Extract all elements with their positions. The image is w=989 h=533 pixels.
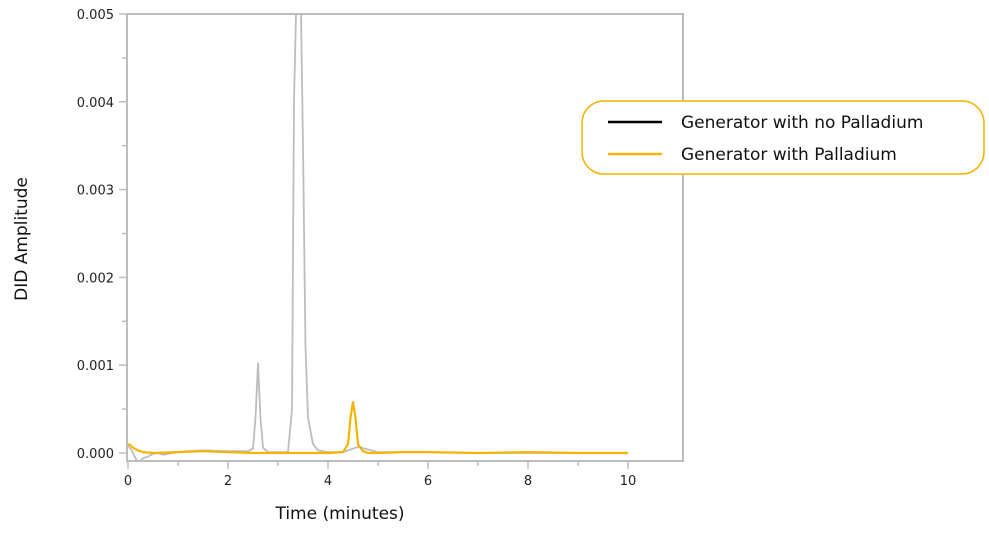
x-tick-label: 0 [124,474,132,489]
plot-frame [126,13,684,462]
x-axis-title: Time (minutes) [274,504,404,524]
y-tick-label: 0.005 [77,8,114,23]
y-tick-label: 0.004 [77,96,114,111]
x-axis-ticks: 0 2 4 6 8 10 [124,461,636,489]
x-tick-label: 2 [224,474,232,489]
x-tick-label: 6 [424,474,432,489]
y-axis-title: DID Amplitude [12,177,32,301]
series-line-palladium [127,401,628,455]
legend-label-no-palladium: Generator with no Palladium [681,113,923,133]
legend: Generator with no Palladium Generator wi… [581,100,985,175]
legend-box [581,100,985,175]
y-tick-label: 0.002 [77,271,114,286]
x-tick-label: 4 [324,474,332,489]
x-tick-label: 10 [620,474,637,489]
y-tick-label: 0.001 [77,359,114,374]
y-tick-label: 0.003 [77,184,114,199]
x-tick-label: 8 [524,474,532,489]
y-tick-label: 0.000 [77,447,114,462]
y-axis-ticks: 0.000 0.001 0.002 0.003 0.004 0.005 [77,8,127,462]
series-layer [127,14,628,461]
series-line-no-palladium [127,14,628,461]
legend-label-palladium: Generator with Palladium [681,145,897,165]
